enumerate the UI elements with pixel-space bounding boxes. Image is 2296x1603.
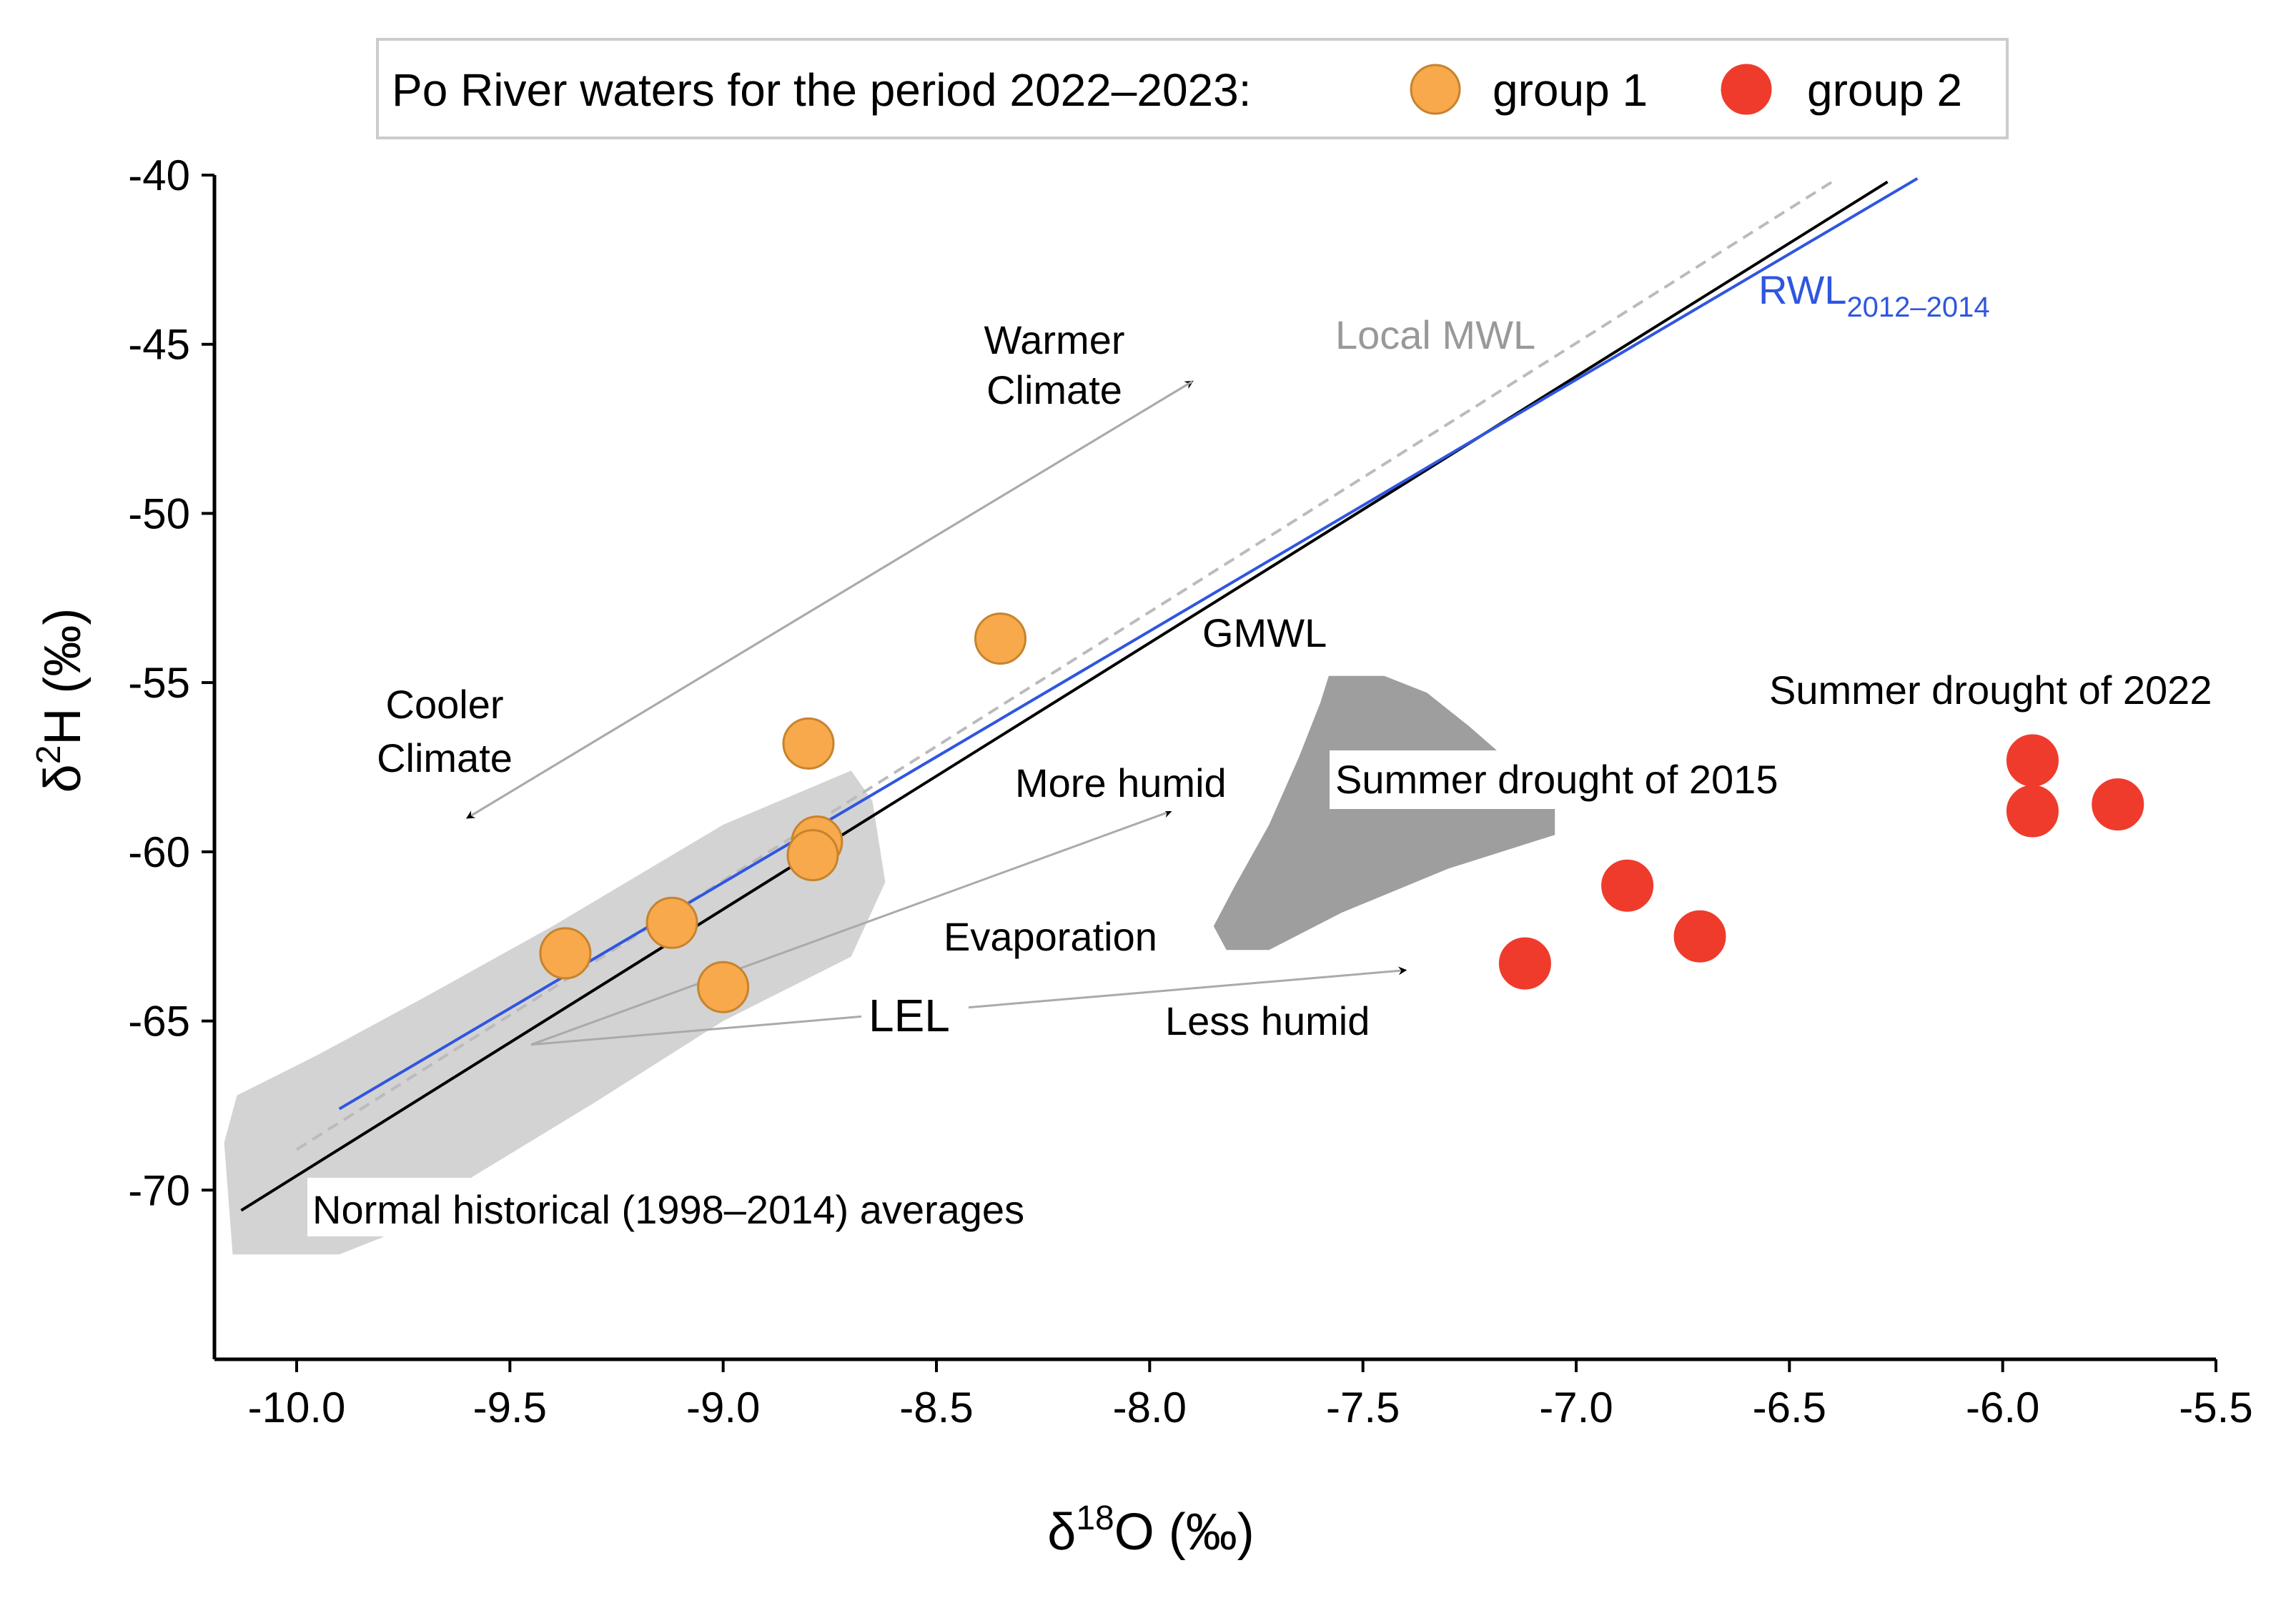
legend-title: Po River waters for the period 2022–2023… bbox=[392, 64, 1252, 116]
x-tick-label: -5.5 bbox=[2179, 1384, 2252, 1431]
x-ticks: -10.0 -9.5 -9.0 -8.5 -8.0 -7.5 -7.0 -6.5 -6.0 -5.… bbox=[248, 1359, 2253, 1431]
data-point-group-1 bbox=[539, 927, 592, 980]
normal-historical-label: Normal historical (1998–2014) averages bbox=[312, 1187, 1024, 1232]
warmer-climate-label-2: Climate bbox=[986, 367, 1122, 412]
points-layer bbox=[539, 612, 2144, 1013]
less-humid-label: Less humid bbox=[1165, 998, 1370, 1043]
x-tick-label: -7.5 bbox=[1326, 1384, 1400, 1431]
lel-label: LEL bbox=[869, 990, 950, 1041]
y-tick-label: -60 bbox=[128, 828, 190, 876]
y-axis-label-main: δ bbox=[34, 764, 91, 793]
legend-label-group-2: group 2 bbox=[1807, 64, 1962, 116]
y-axis-label-rest: H (‰) bbox=[34, 608, 91, 745]
local-mwl-label: Local MWL bbox=[1335, 312, 1535, 357]
x-axis-label: δ18O (‰) bbox=[1047, 1499, 1254, 1561]
x-tick-label: -6.0 bbox=[1966, 1384, 2039, 1431]
more-humid-label: More humid bbox=[1015, 760, 1227, 805]
y-tick-label: -55 bbox=[128, 659, 190, 707]
gmwl-label: GMWL bbox=[1202, 610, 1327, 655]
x-axis-label-main: δ bbox=[1047, 1504, 1076, 1561]
y-axis-label: δ2H (‰) bbox=[30, 608, 91, 793]
y-ticks: -40 -45 -50 -55 -60 -65 -70 bbox=[128, 152, 214, 1214]
y-tick-label: -45 bbox=[128, 321, 190, 369]
legend-label-group-1: group 1 bbox=[1493, 64, 1648, 116]
cooler-climate-label-1: Cooler bbox=[386, 682, 504, 727]
y-tick-label: -70 bbox=[128, 1166, 190, 1214]
data-point-group-2 bbox=[2092, 778, 2144, 831]
data-point-group-2 bbox=[2006, 785, 2059, 838]
summer-2015-label: Summer drought of 2015 bbox=[1335, 757, 1778, 802]
more-humid-arrow bbox=[530, 809, 1173, 1046]
line-rwl bbox=[338, 177, 1919, 1111]
axes-layer bbox=[212, 175, 2216, 1361]
rwl-label-main: RWL bbox=[1758, 267, 1846, 312]
evaporation-label: Evaporation bbox=[944, 914, 1157, 959]
rwl-label-sub: 2012–2014 bbox=[1846, 292, 1989, 323]
legend-marker-group-2 bbox=[1721, 64, 1772, 115]
x-tick-label: -6.5 bbox=[1753, 1384, 1826, 1431]
legend: Po River waters for the period 2022–2023… bbox=[376, 38, 2009, 139]
rwl-label: RWL2012–2014 bbox=[1758, 267, 1990, 323]
data-point-group-1 bbox=[697, 961, 750, 1013]
y-tick-label: -50 bbox=[128, 490, 190, 537]
data-point-group-2 bbox=[1601, 859, 1654, 912]
data-point-group-2 bbox=[1498, 937, 1551, 990]
data-point-group-1 bbox=[782, 717, 835, 770]
warmer-climate-label-1: Warmer bbox=[984, 317, 1124, 362]
x-tick-label: -9.5 bbox=[473, 1384, 547, 1431]
regions-layer bbox=[224, 675, 1555, 1255]
data-point-group-2 bbox=[1673, 910, 1726, 963]
x-tick-label: -8.0 bbox=[1113, 1384, 1187, 1431]
summer-2022-label: Summer drought of 2022 bbox=[1769, 667, 2212, 713]
data-point-group-1 bbox=[786, 829, 839, 882]
summer-2015-region bbox=[1213, 675, 1555, 951]
cooler-climate-label-2: Climate bbox=[377, 735, 513, 780]
x-tick-label: -10.0 bbox=[248, 1384, 346, 1431]
data-point-group-2 bbox=[2006, 734, 2059, 787]
more-humid-label-bg bbox=[1008, 754, 1262, 811]
x-tick-label: -9.0 bbox=[686, 1384, 760, 1431]
x-tick-label: -7.0 bbox=[1539, 1384, 1613, 1431]
legend-marker-group-1 bbox=[1410, 64, 1461, 115]
y-tick-label: -65 bbox=[128, 998, 190, 1046]
data-point-group-1 bbox=[974, 612, 1026, 665]
x-axis-label-sup: 18 bbox=[1076, 1499, 1114, 1537]
lel-label-bg bbox=[861, 983, 969, 1043]
y-axis-label-sup: 2 bbox=[30, 745, 68, 765]
cooler-climate-arrow bbox=[465, 380, 1193, 819]
normal-historical-label-bg bbox=[307, 1178, 1137, 1236]
summer-2015-label-bg bbox=[1330, 750, 1844, 809]
annotations-layer: Warmer Climate Cooler Climate Local MWL … bbox=[307, 267, 2212, 1236]
line-gmwl bbox=[240, 180, 1889, 1212]
line-local-mwl bbox=[295, 180, 1834, 1151]
x-axis-label-rest: O (‰) bbox=[1114, 1504, 1255, 1561]
legend-box bbox=[376, 38, 2009, 139]
lines-layer bbox=[240, 177, 1919, 1212]
data-point-group-1 bbox=[645, 896, 698, 949]
y-tick-label: -40 bbox=[128, 152, 190, 199]
arrows-layer bbox=[465, 380, 1407, 1046]
normal-historical-region bbox=[224, 770, 886, 1255]
x-tick-label: -8.5 bbox=[899, 1384, 973, 1431]
